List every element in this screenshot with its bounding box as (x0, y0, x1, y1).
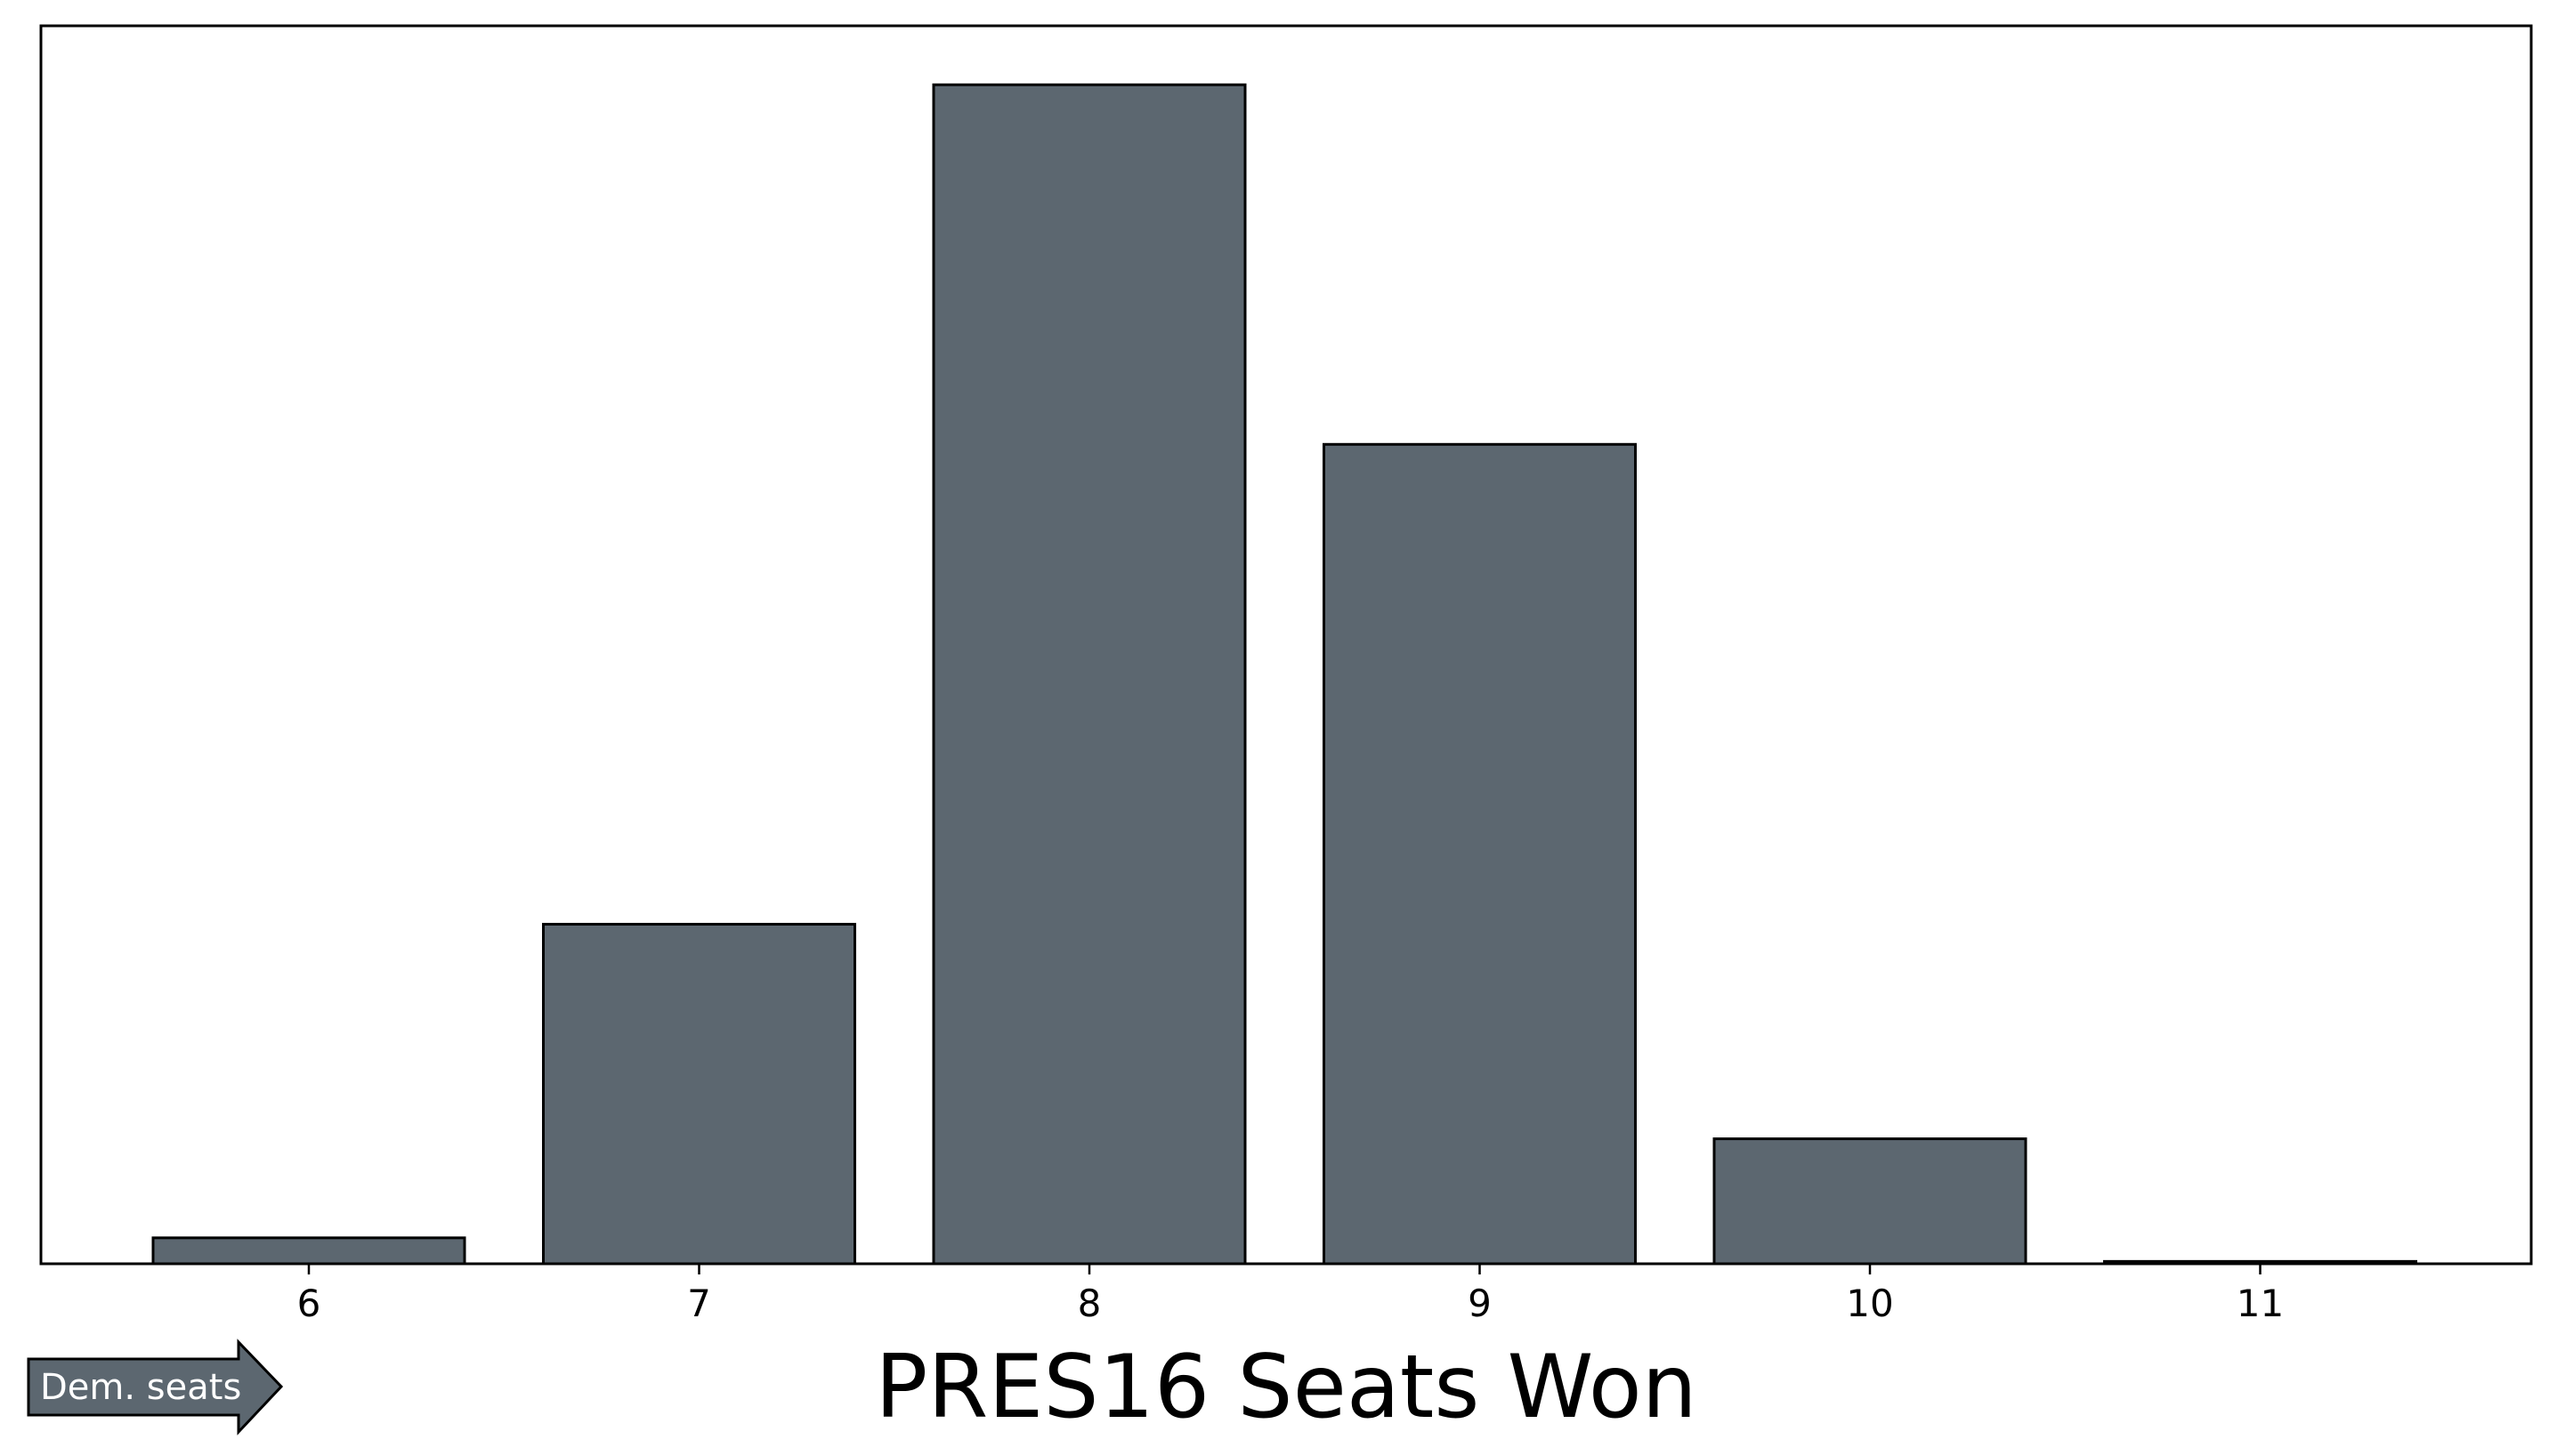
x-tick-label-11: 11 (2237, 1282, 2284, 1325)
x-axis-ticks: 6 7 8 9 10 11 (297, 1264, 2284, 1325)
x-tick-label-6: 6 (297, 1282, 321, 1325)
x-axis-label: PRES16 Seats Won (875, 1337, 1697, 1438)
bar-9 (1323, 442, 1637, 1266)
bar-series (151, 83, 2417, 1266)
dem-seats-arrow-annotation: Dem. seats (27, 1339, 284, 1436)
x-tick-label-10: 10 (1846, 1282, 1893, 1325)
x-tick-label-7: 7 (687, 1282, 711, 1325)
bar-7 (542, 922, 856, 1266)
bar-8 (932, 83, 1247, 1266)
x-tick-label-8: 8 (1078, 1282, 1102, 1325)
bar-10 (1712, 1137, 2027, 1266)
bar-6 (151, 1236, 466, 1266)
right-arrow-icon (27, 1339, 284, 1436)
dem-seats-label: Dem. seats (40, 1367, 241, 1408)
x-tick-label-9: 9 (1468, 1282, 1492, 1325)
plot-frame (39, 24, 2533, 1266)
